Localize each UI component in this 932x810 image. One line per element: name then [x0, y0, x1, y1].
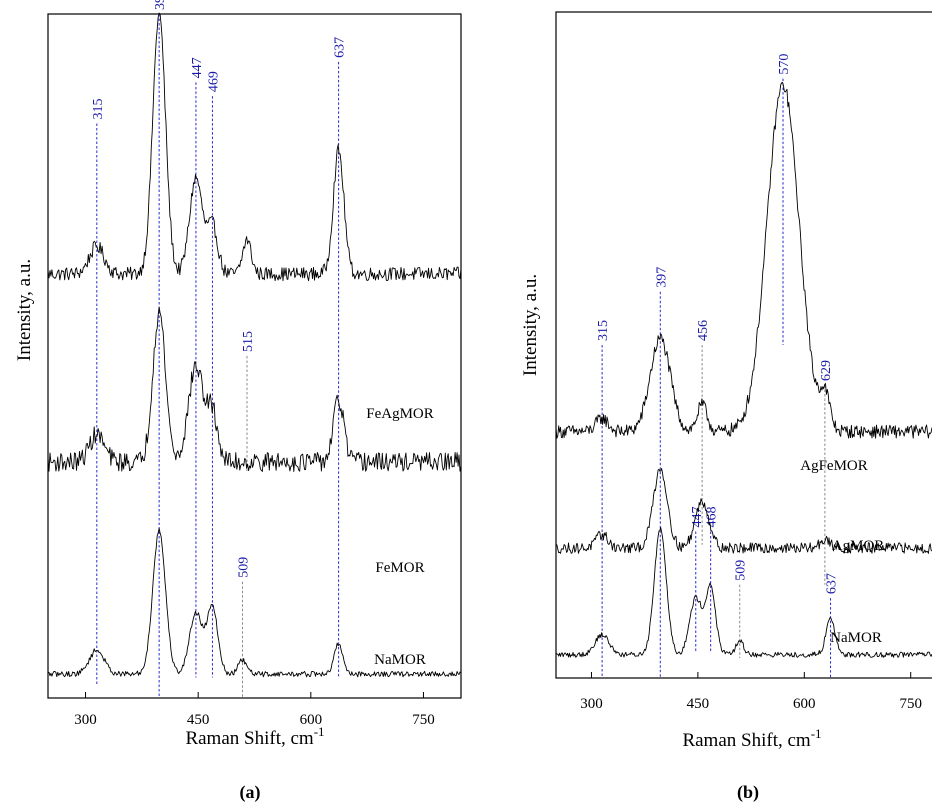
panel-b-series-line-agmor [555, 468, 932, 554]
panel-a-series-label-namor: NaMOR [374, 652, 426, 668]
panel-b-marker-label: 629 [819, 360, 834, 381]
panel-b-x-tick-label: 750 [899, 696, 922, 712]
panel-a-marker-label: 637 [333, 37, 348, 58]
panel-b-series-label-namor: NaMOR [830, 630, 882, 646]
panel-a-x-axis-label-exponent: -1 [314, 724, 325, 739]
panel-b-marker-label: 397 [654, 267, 669, 288]
panel-b-x-tick-label: 300 [580, 696, 603, 712]
panel-a-label: (a) [240, 782, 261, 803]
panel-b-x-tick-label: 600 [793, 696, 816, 712]
panel-b-markers: 315 397 456 447 468 509 570 629 637 [596, 54, 840, 678]
panel-a-marker-label: 515 [241, 331, 256, 352]
panel-b-x-ticks: 300 450 600 750 [580, 672, 922, 712]
panel-b-series-line-agfemor [555, 81, 932, 439]
panel-a-x-axis-label: Raman Shift, cm-1 [185, 724, 324, 749]
panel-a-x-tick-label: 600 [300, 712, 323, 728]
panel-a-marker-label: 447 [190, 57, 205, 78]
panel-b-marker-label: 447 [690, 506, 705, 527]
panel-b-y-axis-label: Intensity, a.u. [520, 274, 541, 376]
panel-a-series-label-feagmor: FeAgMOR [366, 406, 434, 422]
panel-b-label: (b) [737, 782, 759, 803]
panel-a-series: FeAgMOR FeMOR NaMOR [47, 12, 462, 678]
panel-b-series-label-agfemor: AgFeMOR [800, 458, 868, 474]
panel-b-chart: 300 450 600 750 315 397 456 447 468 509 570 629 637… [520, 11, 932, 803]
panel-b-marker-label: 509 [734, 560, 749, 581]
panel-a-x-tick-label: 300 [74, 712, 97, 728]
panel-a-x-tick-label: 750 [412, 712, 435, 728]
panel-b-plot-frame [555, 11, 932, 679]
panel-a-marker-label: 398 [153, 0, 168, 10]
panel-a-series-line-feagmor [47, 12, 462, 282]
panel-b-x-axis-label-exponent: -1 [811, 726, 822, 741]
panel-b-marker-label: 315 [596, 320, 611, 341]
panel-b-x-axis-label: Raman Shift, cm-1 [682, 726, 821, 751]
panel-b-x-axis-label-text: Raman Shift, cm [682, 730, 810, 751]
panel-a-y-axis-label: Intensity, a.u. [14, 259, 35, 361]
panel-b-marker-label: 637 [825, 573, 840, 594]
panel-a-marker-label: 315 [91, 98, 106, 119]
panel-a-x-tick-label: 450 [187, 712, 210, 728]
panel-b-series-label-agmor: AgMOR [832, 538, 885, 554]
panel-b-marker-label: 570 [777, 54, 792, 75]
panel-a-marker-label: 469 [206, 71, 221, 92]
panel-a-marker-label: 509 [236, 557, 251, 578]
panel-a-series-line-namor [47, 527, 462, 678]
panel-a-x-axis-label-text: Raman Shift, cm [185, 728, 313, 749]
panel-b-marker-label: 456 [696, 320, 711, 341]
panel-a-x-ticks: 300 450 600 750 [74, 692, 435, 728]
panel-a-series-line-femor [47, 306, 462, 472]
panel-b-x-tick-label: 450 [687, 696, 710, 712]
panel-b-series-line-namor [555, 527, 932, 658]
panel-a-series-label-femor: FeMOR [375, 560, 424, 576]
panel-b-marker-label: 468 [705, 506, 720, 527]
panel-b-series: AgFeMOR AgMOR NaMOR [555, 81, 932, 658]
panel-a-plot-frame [47, 13, 462, 699]
